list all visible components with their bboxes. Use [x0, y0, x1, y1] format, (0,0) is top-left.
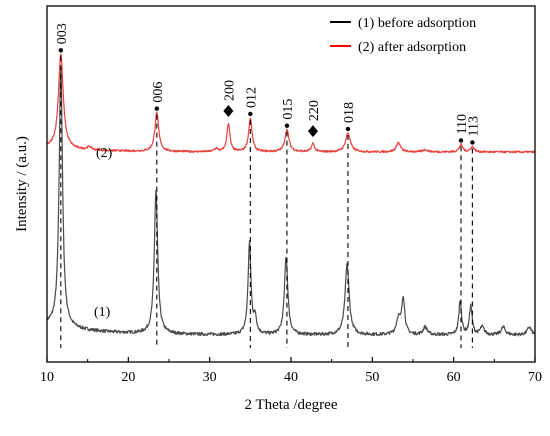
peak-label-006: 006 — [151, 82, 166, 103]
legend-label-after: (2) after adsorption — [358, 40, 466, 55]
y-axis-title: Intensity / (a.u.) — [14, 136, 30, 232]
legend: (1) before adsorption (2) after adsorpti… — [330, 16, 476, 55]
peak-marker-dot-012 — [248, 111, 253, 117]
peak-label-200: 200 — [222, 80, 237, 101]
peak-label-015: 015 — [281, 99, 296, 120]
peak-label-220: 220 — [307, 100, 322, 121]
peak-marker-dot-015 — [284, 123, 290, 128]
series-line-after — [46, 53, 536, 154]
legend-label-before: (1) before adsorption — [358, 16, 476, 31]
peak-label-110: 110 — [455, 114, 470, 134]
x-axis-ticks: 10 20 30 40 50 60 70 — [40, 357, 542, 385]
series-label-after: (2) — [96, 146, 113, 161]
peak-marker-diamond-220 — [307, 125, 318, 138]
plot-frame — [46, 5, 536, 363]
peak-marker-dot-003 — [58, 48, 64, 53]
peak-markers — [58, 48, 475, 145]
peak-marker-diamond-200 — [223, 105, 234, 118]
x-tick-label-20: 20 — [121, 370, 135, 385]
x-tick-label-50: 50 — [365, 370, 379, 385]
peak-label-018: 018 — [342, 102, 357, 123]
series-label-before: (1) — [94, 305, 111, 320]
series-line-before — [46, 67, 536, 337]
x-tick-label-10: 10 — [40, 370, 54, 385]
reference-lines — [60, 56, 473, 348]
x-tick-label-60: 60 — [447, 370, 461, 385]
plot-lines — [46, 53, 536, 337]
x-tick-label-70: 70 — [528, 370, 542, 385]
peak-marker-dot-113 — [470, 140, 475, 145]
peak-marker-dot-110 — [458, 138, 464, 143]
peak-label-113: 113 — [466, 116, 481, 136]
x-axis-title: 2 Theta /degree — [244, 397, 337, 413]
peak-marker-dot-018 — [345, 126, 351, 132]
x-tick-label-30: 30 — [203, 370, 217, 385]
peak-label-012: 012 — [244, 87, 259, 108]
peak-marker-dot-006 — [154, 106, 159, 111]
x-tick-label-40: 40 — [284, 370, 298, 385]
peak-label-003: 003 — [55, 23, 70, 44]
